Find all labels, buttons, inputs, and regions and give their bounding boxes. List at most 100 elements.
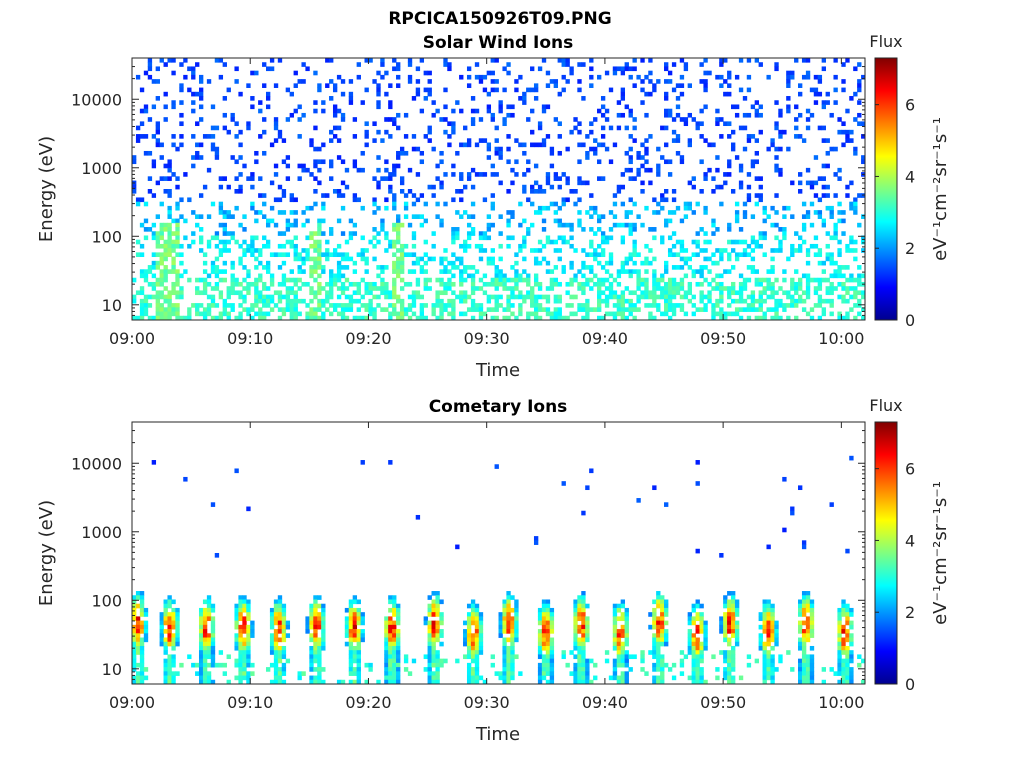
heatmap-cell [809,184,815,190]
heatmap-cell [750,307,756,312]
heatmap-cell [431,146,436,152]
heatmap-cell [703,265,708,270]
heatmap-cell [782,269,787,274]
heatmap-cell [667,281,673,287]
heatmap-cell [344,294,350,300]
heatmap-cell [510,235,515,241]
heatmap-cell [569,189,574,194]
heatmap-cell [530,290,535,296]
heatmap-cell [557,256,562,262]
heatmap-cell [506,620,511,626]
heatmap-cell [392,607,397,613]
heatmap-cell [778,286,783,291]
heatmap-cell [770,620,775,626]
heatmap-cell [557,218,562,224]
heatmap-cell [585,150,590,156]
heatmap-cell [222,210,227,215]
heatmap-cell [533,96,539,101]
heatmap-cell [644,277,649,283]
heatmap-cell [632,654,637,660]
heatmap-cell [490,70,495,76]
heatmap-cell [671,189,677,194]
heatmap-cell [821,163,826,169]
heatmap-cell [506,286,511,291]
heatmap-cell [348,235,354,241]
heatmap-cell [234,79,239,84]
heatmap-cell [143,294,149,300]
heatmap-cell [766,654,771,660]
heatmap-cell [813,193,819,198]
heatmap-cell [695,603,700,609]
heatmap-cell [459,197,464,203]
heatmap-cell [762,298,767,304]
heatmap-cell [289,193,294,198]
heatmap-cell [506,616,511,622]
heatmap-cell [770,629,775,634]
heatmap-cell [175,307,180,312]
heatmap-cell [474,269,480,274]
heatmap-cell [352,269,358,274]
heatmap-cell [656,650,661,655]
heatmap-cell [198,641,204,647]
heatmap-cell [238,142,243,148]
heatmap-cell [348,607,354,613]
heatmap-cell [329,303,334,308]
heatmap-cell [431,231,436,236]
heatmap-cell [790,70,795,76]
heatmap-cell [336,252,342,258]
heatmap-cell [191,239,196,245]
heatmap-cell [557,298,562,304]
heatmap-cell [250,624,255,630]
heatmap-cell [758,243,763,249]
heatmap-cell [317,273,322,279]
heatmap-cell [577,281,582,287]
heatmap-cell [206,675,212,681]
heatmap-cell [754,277,759,283]
heatmap-cell [396,235,401,241]
heatmap-cell [530,303,535,308]
heatmap-cell [459,298,464,304]
heatmap-cell [155,142,160,148]
heatmap-cell [242,239,247,245]
heatmap-cell [411,201,417,207]
heatmap-cell [664,96,669,101]
heatmap-cell [675,104,681,110]
heatmap-cell [719,134,724,139]
heatmap-cell [242,654,247,660]
heatmap-cell [269,294,275,300]
heatmap-cell [202,620,208,626]
heatmap-cell [250,633,255,638]
heatmap-cell [786,294,791,300]
heatmap-cell [608,125,614,131]
heatmap-cell [392,624,397,630]
heatmap-cell [214,243,220,249]
heatmap-cell [494,273,499,279]
heatmap-cell [262,303,267,308]
heatmap-cell [325,58,330,63]
heatmap-cell [703,210,708,215]
heatmap-cell [230,214,235,219]
heatmap-cell [660,205,665,211]
heatmap-cell [533,281,539,287]
heatmap-cell [549,671,555,676]
heatmap-cell [463,620,468,626]
heatmap-cell [340,193,346,198]
heatmap-cell [648,303,653,308]
heatmap-cell [533,536,539,541]
heatmap-cell [817,303,823,308]
heatmap-cell [317,87,322,93]
heatmap-cell [289,311,294,317]
heatmap-cell [809,222,815,228]
heatmap-cell [805,70,811,76]
heatmap-cell [494,286,499,291]
heatmap-cell [786,104,791,110]
heatmap-cell [474,612,480,617]
heatmap-cell [695,252,700,258]
heatmap-cell [163,252,168,258]
heatmap-cell [411,146,417,152]
heatmap-cell [821,176,826,181]
heatmap-cell [309,269,314,274]
heatmap-cell [352,679,358,685]
heatmap-cell [132,662,137,668]
heatmap-cell [754,193,759,198]
